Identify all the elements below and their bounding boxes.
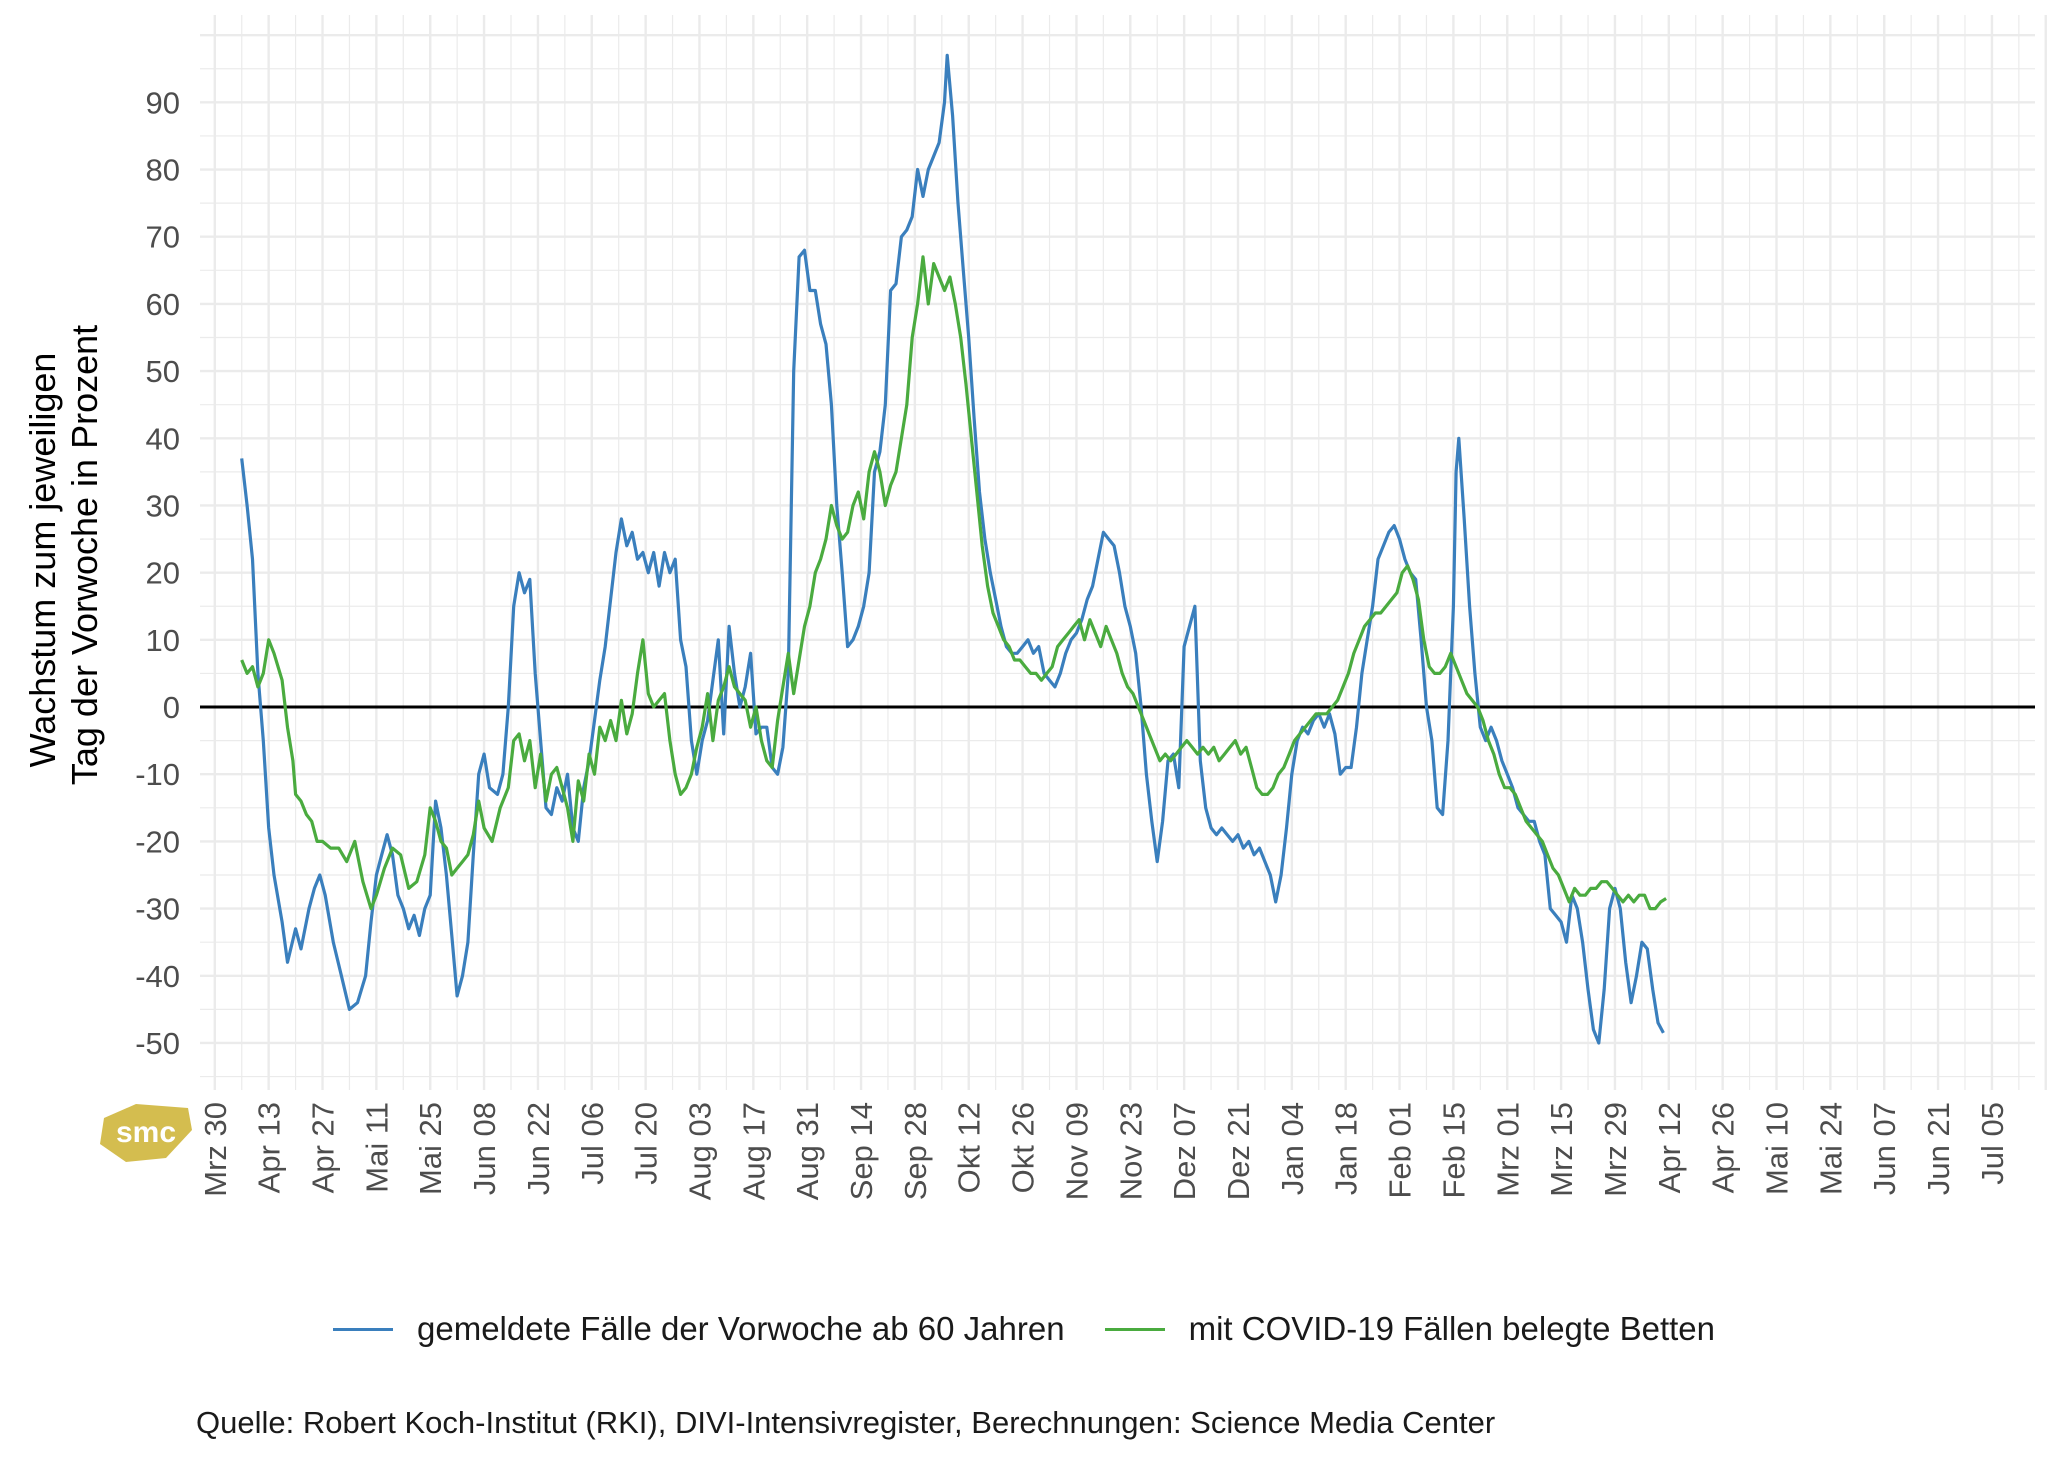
x-tick-label: Jul 05 (1975, 1102, 2010, 1185)
x-tick-label: Jan 04 (1275, 1102, 1310, 1195)
x-tick-label: Okt 12 (952, 1102, 987, 1193)
y-tick-label: -40 (135, 959, 180, 994)
y-tick-label: 90 (146, 85, 180, 120)
x-tick-label: Mrz 01 (1490, 1102, 1525, 1197)
legend-label-beds: mit COVID-19 Fällen belegte Betten (1188, 1310, 1715, 1347)
x-tick-label: Jun 07 (1867, 1102, 1902, 1195)
x-tick-label: Aug 17 (736, 1102, 771, 1200)
x-tick-label: Mrz 30 (198, 1102, 233, 1197)
y-tick-label: 0 (163, 690, 180, 725)
y-tick-label: 80 (146, 153, 180, 188)
x-tick-label: Dez 07 (1167, 1102, 1202, 1200)
x-tick-label: Jan 18 (1329, 1102, 1364, 1195)
y-tick-label: -30 (135, 892, 180, 927)
x-tick-label: Jun 08 (467, 1102, 502, 1195)
x-tick-label: Dez 21 (1221, 1102, 1256, 1200)
y-tick-label: 30 (146, 488, 180, 523)
y-axis-title: Wachstum zum jeweiligen Tag der Vorwoche… (22, 325, 105, 785)
x-tick-label: Jul 06 (575, 1102, 610, 1185)
y-tick-label: 20 (146, 556, 180, 591)
y-axis-title-line-1: Wachstum zum jeweiligen (22, 353, 63, 768)
x-tick-label: Aug 03 (682, 1102, 717, 1200)
x-tick-label: Jun 21 (1921, 1102, 1956, 1195)
y-tick-label: -20 (135, 824, 180, 859)
x-tick-label: Mrz 29 (1598, 1102, 1633, 1197)
x-tick-label: Sep 28 (898, 1102, 933, 1200)
y-tick-label: 10 (146, 623, 180, 658)
y-tick-label: 40 (146, 421, 180, 456)
x-tick-label: Okt 26 (1006, 1102, 1041, 1193)
x-tick-label: Feb 01 (1383, 1102, 1418, 1199)
x-tick-label: Mai 11 (359, 1102, 394, 1193)
legend-item-beds: mit COVID-19 Fällen belegte Betten (1104, 1310, 1715, 1348)
y-axis-title-line-2: Tag der Vorwoche in Prozent (64, 325, 105, 785)
series-line-beds (240, 255, 1667, 911)
x-tick-label: Nov 09 (1059, 1102, 1094, 1200)
x-tick-label: Apr 26 (1706, 1102, 1741, 1193)
smc-logo-text: smc (116, 1116, 176, 1149)
x-tick-label: Sep 14 (844, 1102, 879, 1200)
legend: gemeldete Fälle der Vorwoche ab 60 Jahre… (0, 1310, 2048, 1348)
y-tick-label: -10 (135, 757, 180, 792)
y-tick-label: 50 (146, 354, 180, 389)
smc-logo-shape (100, 1104, 192, 1162)
x-tick-label: Jun 22 (521, 1102, 556, 1195)
x-tick-label: Aug 31 (790, 1102, 825, 1200)
y-tick-label: 60 (146, 287, 180, 322)
x-tick-label: Apr 13 (252, 1102, 287, 1193)
line-chart: 90 80 70 60 50 40 30 20 10 0 -10 -20 -30 -40 -50 Mrz 3… (22, 15, 2047, 1200)
source-caption: Quelle: Robert Koch-Institut (RKI), DIVI… (196, 1405, 1496, 1440)
x-tick-label: Apr 12 (1652, 1102, 1687, 1193)
y-tick-label: 70 (146, 220, 180, 255)
x-tick-label: Jul 20 (629, 1102, 664, 1185)
legend-item-cases: gemeldete Fälle der Vorwoche ab 60 Jahre… (333, 1310, 1065, 1348)
y-axis-tick-labels: 90 80 70 60 50 40 30 20 10 0 -10 -20 -30 -40 -50 (135, 85, 180, 1061)
x-tick-label: Feb 15 (1436, 1102, 1471, 1199)
major-gridlines (200, 15, 2047, 1090)
x-axis-tick-labels: Mrz 30 Apr 13 Apr 27 Mai 11 Mai 25 Jun 08 Jun … (198, 1102, 2010, 1200)
legend-swatch-beds (1104, 1327, 1165, 1331)
y-tick-label: -50 (135, 1026, 180, 1061)
series-layer (240, 53, 1667, 1045)
x-tick-label: Nov 23 (1113, 1102, 1148, 1200)
x-tick-label: Mai 10 (1760, 1102, 1795, 1195)
x-tick-label: Mai 24 (1813, 1102, 1848, 1195)
x-tick-label: Mrz 15 (1544, 1102, 1579, 1197)
legend-label-cases: gemeldete Fälle der Vorwoche ab 60 Jahre… (417, 1310, 1065, 1347)
x-tick-label: Apr 27 (306, 1102, 341, 1193)
legend-swatch-cases (333, 1327, 393, 1331)
minor-gridlines (200, 15, 2035, 1090)
series-line-cases (240, 53, 1665, 1045)
x-tick-label: Mai 25 (413, 1102, 448, 1195)
smc-logo: smc (100, 1104, 192, 1162)
